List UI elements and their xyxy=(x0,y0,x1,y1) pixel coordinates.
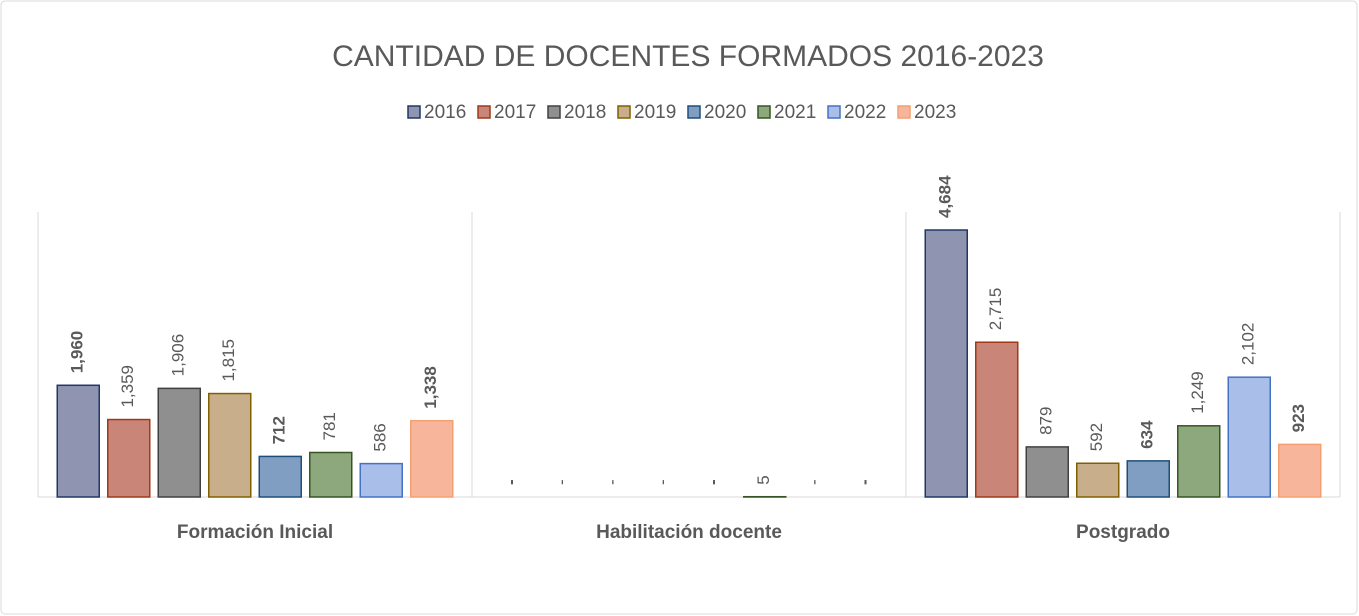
legend-label: 2022 xyxy=(844,102,886,123)
value-label: 586 xyxy=(371,423,390,451)
legend-swatch xyxy=(477,105,491,119)
value-label: 712 xyxy=(270,416,289,444)
bar xyxy=(1177,425,1221,498)
value-label: 2,715 xyxy=(986,288,1005,331)
bar xyxy=(107,418,151,498)
legend-swatch xyxy=(407,105,421,119)
legend-swatch xyxy=(757,105,771,119)
value-label: 1,338 xyxy=(421,366,440,409)
value-label: - xyxy=(502,479,521,485)
bar xyxy=(410,419,454,498)
legend-label: 2020 xyxy=(704,102,746,123)
value-label: - xyxy=(805,479,824,485)
bar xyxy=(975,341,1019,498)
legend-swatch xyxy=(687,105,701,119)
bar xyxy=(157,387,201,498)
value-label: - xyxy=(603,479,622,485)
value-label: 781 xyxy=(320,412,339,440)
bar xyxy=(56,384,100,498)
legend-label: 2019 xyxy=(634,102,676,123)
x-tick-label: Postgrado xyxy=(1076,522,1170,543)
value-label: 923 xyxy=(1289,404,1308,432)
legend-swatch xyxy=(897,105,911,119)
value-label: 634 xyxy=(1138,420,1157,449)
value-label: 1,906 xyxy=(169,334,188,377)
value-label: 1,960 xyxy=(68,331,87,374)
legend-swatch xyxy=(827,105,841,119)
bar xyxy=(1025,446,1069,498)
bar xyxy=(1227,376,1271,498)
bar xyxy=(309,451,353,498)
legend-label: 2023 xyxy=(914,102,956,123)
bar xyxy=(1076,462,1120,498)
bar xyxy=(1278,443,1322,498)
value-label: 1,815 xyxy=(219,339,238,382)
value-label: 5 xyxy=(754,475,773,484)
bar xyxy=(924,229,968,498)
bar xyxy=(1126,460,1170,498)
legend-swatch xyxy=(617,105,631,119)
value-label: 1,359 xyxy=(118,365,137,408)
value-label: 879 xyxy=(1037,407,1056,435)
legend-label: 2021 xyxy=(774,102,816,123)
bar xyxy=(258,455,302,498)
x-tick-label: Formación Inicial xyxy=(177,522,333,543)
value-label: 1,249 xyxy=(1188,371,1207,414)
bar xyxy=(359,462,403,498)
value-label: 2,102 xyxy=(1239,323,1258,366)
legend-label: 2018 xyxy=(564,102,606,123)
value-label: - xyxy=(653,479,672,485)
legend-label: 2016 xyxy=(424,102,466,123)
value-label: 4,684 xyxy=(936,175,955,218)
value-label: - xyxy=(855,479,874,485)
legend-label: 2017 xyxy=(494,102,536,123)
value-label: - xyxy=(704,479,723,485)
value-label: - xyxy=(552,479,571,485)
bar xyxy=(208,392,252,498)
value-label: 592 xyxy=(1087,423,1106,451)
x-tick-label: Habilitación docente xyxy=(596,522,782,543)
legend-swatch xyxy=(547,105,561,119)
chart-title: CANTIDAD DE DOCENTES FORMADOS 2016-2023 xyxy=(332,40,1044,73)
